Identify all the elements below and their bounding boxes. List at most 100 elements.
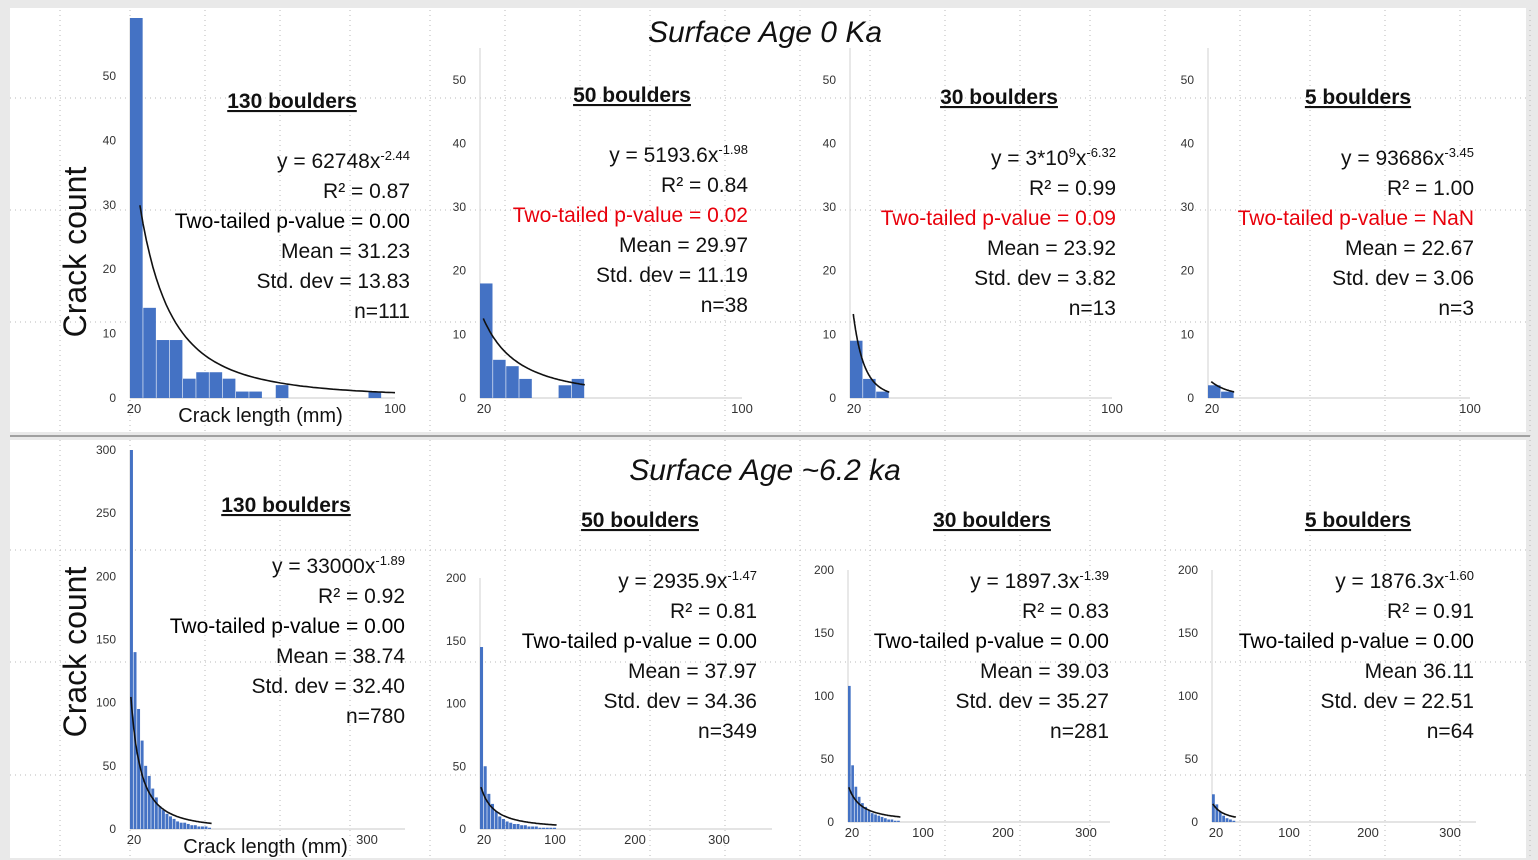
x-tick-label: 100: [384, 401, 406, 416]
histogram-bar: [887, 819, 890, 822]
equation-base: y = 62748x: [277, 150, 381, 173]
y-tick-label: 100: [1178, 689, 1198, 703]
equation-superscript: 9: [1069, 145, 1076, 160]
stat-line: Std. dev = 11.19: [596, 264, 748, 287]
stat-line: R² = 0.92: [318, 585, 405, 608]
histogram-bar: [200, 826, 204, 829]
equation-exponent: -1.98: [718, 142, 748, 157]
background-dotted-grid: [10, 10, 1531, 858]
x-axis-label: Crack length (mm): [178, 405, 342, 427]
histogram-bar: [509, 822, 513, 829]
stat-line: R² = 1.00: [1387, 177, 1474, 200]
stat-line: Mean = 39.03: [980, 660, 1109, 683]
histogram-bar: [534, 826, 538, 829]
power-law-fit-line: [480, 786, 557, 826]
histogram-bar: [275, 385, 289, 398]
y-tick-label: 100: [814, 689, 834, 703]
equation-exponent: -1.89: [375, 553, 405, 568]
top-slide-background: [10, 8, 1526, 432]
y-tick-label: 50: [821, 752, 835, 766]
histogram-bar: [143, 307, 156, 398]
histogram-bar: [156, 340, 170, 398]
histogram-bar: [158, 806, 162, 829]
histogram-bar: [1225, 818, 1229, 822]
histogram-bar: [549, 827, 553, 829]
panel-heading: 30 boulders: [940, 86, 1058, 109]
histogram-bar: [130, 18, 143, 398]
power-law-fit-line: [482, 318, 585, 386]
stat-line: n=3: [1438, 297, 1474, 320]
histogram-bar: [531, 826, 535, 829]
y-tick-label: 40: [453, 136, 467, 150]
stat-line: Std. dev = 22.51: [1320, 690, 1474, 713]
stat-line: Two-tailed p-value = 0.00: [170, 615, 405, 638]
equation-base: y = 33000x: [272, 555, 376, 578]
histogram-bar: [480, 283, 493, 398]
x-tick-label: 200: [624, 832, 646, 847]
y-tick-label: 50: [1181, 73, 1195, 87]
y-tick-label: 0: [109, 822, 116, 836]
histogram-bar: [176, 821, 180, 829]
histogram-bar: [542, 827, 546, 829]
panel-heading: 5 boulders: [1305, 86, 1411, 109]
histogram-bar: [854, 786, 858, 822]
stat-line: n=780: [346, 705, 405, 728]
histogram-bar: [850, 340, 863, 398]
panel-heading: 130 boulders: [221, 494, 351, 517]
y-tick-label: 100: [446, 697, 466, 711]
histogram-bar: [863, 378, 876, 398]
histogram-bar: [890, 819, 894, 822]
histogram-bar: [368, 391, 382, 398]
x-tick-label: 200: [992, 825, 1014, 840]
x-axis-label: Crack length (mm): [183, 836, 347, 858]
panel-heading: 50 boulders: [573, 84, 691, 107]
y-tick-label: 150: [814, 626, 834, 640]
x-tick-label: 200: [1357, 825, 1379, 840]
histogram-bar: [140, 740, 144, 829]
x-tick-label: 100: [912, 825, 934, 840]
stat-line: Std. dev = 13.83: [256, 270, 410, 293]
equation-x: x: [1076, 147, 1087, 170]
stat-line: Std. dev = 3.06: [1332, 267, 1474, 290]
panel-heading: 30 boulders: [933, 509, 1051, 532]
y-tick-label: 10: [103, 327, 117, 341]
equation-base: y = 1897.3x: [970, 570, 1080, 593]
equation-base: y = 3*10: [991, 147, 1069, 170]
y-tick-label: 30: [103, 198, 117, 212]
y-tick-label: 10: [453, 327, 467, 341]
y-tick-label: 20: [823, 264, 837, 278]
histogram-bar: [867, 810, 871, 822]
histogram-bar: [538, 827, 542, 829]
histogram-bar: [520, 825, 524, 829]
histogram-bar: [1218, 811, 1222, 822]
y-tick-label: 150: [1178, 626, 1198, 640]
power-law-fit-line: [1212, 803, 1237, 818]
stat-line: Mean 36.11: [1365, 660, 1474, 683]
equation-exponent: -1.60: [1444, 568, 1474, 583]
histogram-bar: [197, 826, 201, 829]
stat-line: n=38: [701, 294, 748, 317]
power-law-fit-line: [139, 205, 396, 394]
x-tick-label: 300: [1439, 825, 1461, 840]
y-tick-label: 50: [1185, 752, 1199, 766]
x-tick-label: 20: [1205, 401, 1219, 416]
histogram-bar: [512, 823, 516, 829]
y-tick-label: 250: [96, 506, 116, 520]
y-tick-label: 50: [453, 73, 467, 87]
histogram-bar: [186, 823, 190, 829]
histogram-bar: [558, 385, 572, 398]
histogram-bar: [505, 821, 509, 829]
y-tick-label: 200: [814, 563, 834, 577]
y-tick-label: 0: [827, 815, 834, 829]
histogram-bar: [545, 827, 549, 829]
histogram-bar: [169, 816, 172, 829]
histogram-bar: [1222, 815, 1226, 822]
x-tick-label: 300: [356, 832, 378, 847]
histogram-bar: [172, 818, 176, 829]
y-tick-label: 30: [453, 200, 467, 214]
x-tick-label: 20: [1209, 825, 1223, 840]
histogram-bar: [154, 797, 158, 829]
stat-line: Two-tailed p-value = 0.09: [881, 207, 1116, 230]
x-tick-label: 100: [1459, 401, 1481, 416]
